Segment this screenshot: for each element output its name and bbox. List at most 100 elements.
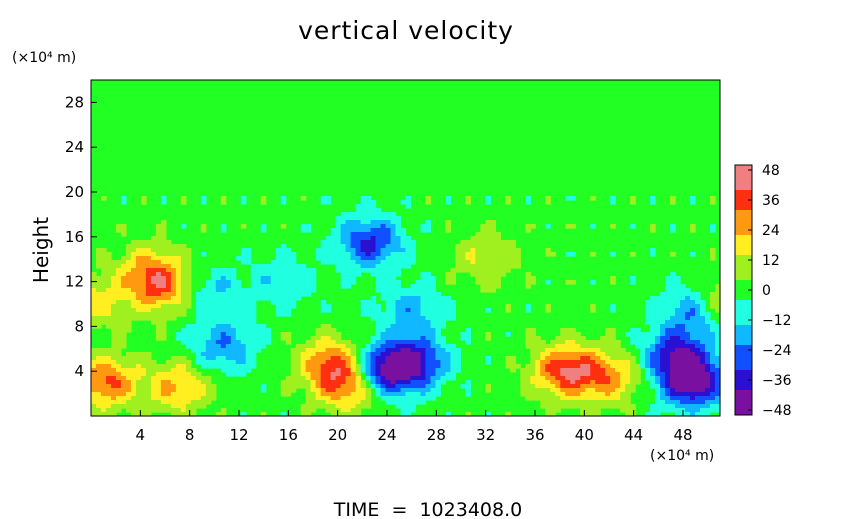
heatmap-cell — [690, 252, 696, 257]
heatmap-cell — [100, 304, 107, 309]
heatmap-cell — [610, 380, 616, 385]
heatmap-cell — [420, 392, 427, 397]
heatmap-cell — [455, 364, 462, 369]
heatmap-cell — [385, 264, 392, 269]
heatmap-cell — [700, 348, 706, 353]
heatmap-cell — [245, 352, 252, 357]
heatmap-cell — [575, 356, 581, 361]
heatmap-cell — [590, 196, 596, 201]
heatmap-cell — [670, 404, 676, 409]
heatmap-cell — [185, 284, 192, 289]
heatmap-cell — [220, 196, 227, 201]
heatmap-cell — [435, 364, 442, 369]
heatmap-cell — [400, 200, 407, 205]
heatmap-cell — [565, 380, 571, 385]
heatmap-cell — [710, 384, 716, 389]
heatmap-cell — [400, 252, 407, 257]
heatmap-cell — [230, 276, 237, 281]
heatmap-cell — [360, 224, 367, 229]
colorbar-swatch — [735, 180, 752, 186]
heatmap-cell — [125, 372, 132, 377]
heatmap-cell — [370, 376, 377, 381]
heatmap-cell — [560, 380, 566, 385]
heatmap-cell — [675, 412, 681, 417]
heatmap-cell — [235, 340, 242, 345]
heatmap-cell — [420, 296, 427, 301]
heatmap-cell — [325, 356, 332, 361]
heatmap-cell — [170, 280, 177, 285]
heatmap-cell — [320, 388, 327, 393]
heatmap-cell — [165, 288, 172, 293]
heatmap-cell — [325, 360, 332, 365]
colorbar-swatch — [735, 175, 752, 181]
heatmap-cell — [160, 304, 167, 309]
heatmap-cell — [510, 260, 516, 265]
heatmap-cell — [700, 308, 706, 313]
heatmap-cell — [320, 368, 327, 373]
heatmap-cell — [405, 408, 412, 413]
heatmap-cell — [265, 268, 272, 273]
heatmap-cell — [205, 292, 212, 297]
heatmap-cell — [165, 256, 172, 261]
heatmap-cell — [510, 356, 516, 361]
heatmap-cell — [715, 344, 721, 349]
heatmap-cell — [380, 268, 387, 273]
heatmap-cell — [595, 384, 601, 389]
heatmap-cell — [680, 380, 686, 385]
heatmap-cell — [495, 256, 501, 261]
heatmap-cell — [255, 272, 262, 277]
heatmap-cell — [395, 308, 402, 313]
heatmap-cell — [710, 328, 716, 333]
heatmap-cell — [430, 292, 437, 297]
heatmap-cell — [495, 252, 501, 257]
heatmap-cell — [380, 288, 387, 293]
heatmap-cell — [650, 352, 656, 357]
heatmap-cell — [675, 364, 681, 369]
heatmap-cell — [535, 340, 541, 345]
heatmap-cell — [115, 340, 122, 345]
heatmap-cell — [95, 380, 102, 385]
heatmap-cell — [195, 356, 202, 361]
heatmap-cell — [180, 288, 187, 293]
heatmap-cell — [345, 220, 352, 225]
heatmap-cell — [320, 400, 327, 405]
heatmap-cell — [375, 304, 382, 309]
heatmap-cell — [650, 252, 656, 257]
colorbar-swatch — [735, 340, 752, 346]
heatmap-cell — [350, 276, 357, 281]
heatmap-cell — [625, 408, 631, 413]
heatmap-cell — [590, 392, 596, 397]
heatmap-cell — [690, 228, 696, 233]
heatmap-cell — [280, 276, 287, 281]
heatmap-cell — [510, 364, 516, 369]
heatmap-cell — [430, 352, 437, 357]
heatmap-cell — [675, 280, 681, 285]
heatmap-cell — [135, 380, 142, 385]
heatmap-cell — [490, 256, 496, 261]
heatmap-cell — [440, 344, 447, 349]
heatmap-cell — [365, 312, 372, 317]
heatmap-cell — [560, 384, 566, 389]
heatmap-cell — [365, 268, 372, 273]
heatmap-cell — [705, 404, 711, 409]
heatmap-cell — [395, 268, 402, 273]
heatmap-cell — [340, 284, 347, 289]
heatmap-cell — [385, 224, 392, 229]
heatmap-cell — [685, 364, 691, 369]
heatmap-cell — [140, 260, 147, 265]
heatmap-cell — [230, 280, 237, 285]
heatmap-cell — [115, 304, 122, 309]
heatmap-cell — [325, 260, 332, 265]
heatmap-cell — [91, 396, 97, 401]
heatmap-cell — [385, 392, 392, 397]
heatmap-cell — [335, 268, 342, 273]
heatmap-cell — [505, 304, 511, 309]
colorbar-swatch — [735, 270, 752, 276]
heatmap-cell — [575, 336, 581, 341]
heatmap-cell — [405, 200, 412, 205]
heatmap-cell — [110, 324, 117, 329]
heatmap-cell — [575, 380, 581, 385]
heatmap-cell — [185, 252, 192, 257]
heatmap-cell — [375, 336, 382, 341]
heatmap-cell — [200, 400, 207, 405]
